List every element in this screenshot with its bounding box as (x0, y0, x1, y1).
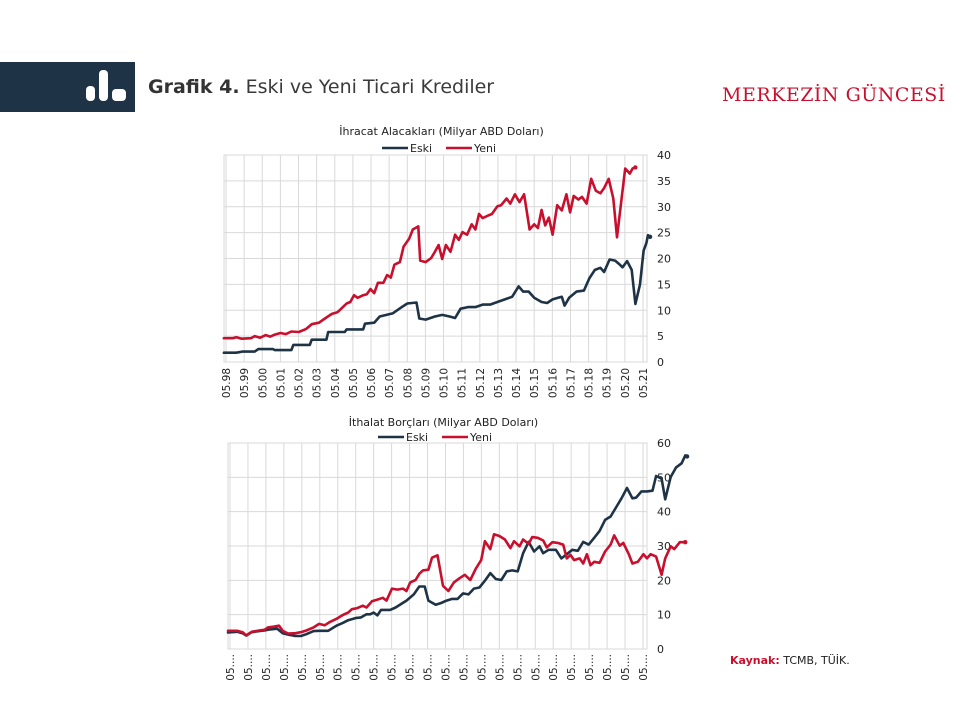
y-tick-label: 40 (657, 506, 671, 519)
chart-1: 0 5 10 15 20 25 30 35 40 05.98 05.99 05.00 05.01 05.0… (221, 125, 671, 398)
x-tick-label: 05.... (620, 654, 632, 681)
x-tick-label: 05.... (351, 654, 363, 681)
series-end-point (684, 454, 690, 459)
x-tick-label: 05.... (423, 654, 435, 681)
x-tick-label: 05.15 (529, 368, 541, 398)
x-tick-label: 05.06 (366, 368, 378, 398)
x-tick-label: 05.... (458, 654, 470, 681)
x-tick-label: 05.13 (493, 368, 505, 398)
y-tick-label: 10 (657, 304, 671, 317)
x-tick-label: 05.... (584, 654, 596, 681)
x-tick-label: 05.... (440, 654, 452, 681)
x-tick-label: 05.... (602, 654, 614, 681)
series-end-point (633, 165, 638, 170)
x-tick-label: 05.... (333, 654, 345, 681)
x-tick-label: 05.01 (275, 368, 287, 398)
x-tick-label: 05.... (548, 654, 560, 681)
x-tick-label: 05.10 (439, 368, 451, 398)
x-tick-label: 05.98 (221, 368, 233, 398)
source-note: Kaynak: TCMB, TÜİK. (730, 654, 850, 667)
x-tick-label: 05.20 (620, 368, 632, 398)
y-tick-label: 35 (657, 175, 671, 188)
source-value: TCMB, TÜİK. (783, 654, 850, 667)
x-tick-label: 05.... (476, 654, 488, 681)
legend-label-yeni: Yeni (469, 431, 492, 444)
x-tick-label: 05.14 (511, 368, 523, 398)
series-end-point (683, 540, 688, 545)
x-tick-label: 05.... (315, 654, 327, 681)
y-tick-label: 50 (657, 471, 671, 484)
y-tick-label: 30 (657, 540, 671, 553)
y-tick-label: 30 (657, 201, 671, 214)
x-tick-label: 05.... (279, 654, 291, 681)
x-tick-label: 05.... (225, 654, 237, 681)
x-tick-label: 05.17 (565, 368, 577, 398)
x-tick-label: 05.19 (602, 368, 614, 398)
figure-title: Eski ve Yeni Ticari Krediler (245, 76, 495, 98)
plot-frame (223, 154, 648, 363)
y-tick-label: 15 (657, 278, 671, 291)
x-tick-label: 05.... (405, 654, 417, 681)
x-tick-label: 05.... (297, 654, 309, 681)
x-tick-label: 05.... (261, 654, 273, 681)
brand-logo: MERKEZİN GÜNCESİ (722, 84, 946, 106)
bar-chart-icon (86, 70, 126, 101)
x-tick-label: 05.... (512, 654, 524, 681)
x-tick-label: 05.... (243, 654, 255, 681)
y-tick-label: 40 (657, 149, 671, 162)
x-tick-label: 05.12 (475, 368, 487, 398)
x-tick-label: 05.05 (348, 368, 360, 398)
legend-label-eski: Eski (406, 431, 428, 444)
series-line-eski (226, 454, 689, 638)
x-tick-label: 05.03 (312, 368, 324, 398)
y-tick-label: 60 (657, 437, 671, 450)
x-tick-label: 05.11 (457, 368, 469, 398)
x-tick-label: 05.02 (294, 368, 306, 398)
chart-title: İthalat Borçları (Milyar ABD Doları) (349, 416, 538, 429)
chart-2: 0 10 20 30 40 50 60 05.... 05.... 05.... 05.... 05.… (225, 416, 690, 681)
x-tick-label: 05.04 (330, 368, 342, 398)
series-line-yeni (222, 166, 637, 341)
x-tick-label: 05.... (566, 654, 578, 681)
x-tick-label: 05.... (387, 654, 399, 681)
x-tick-label: 05.16 (547, 368, 559, 398)
x-tick-label: 05.... (638, 654, 650, 681)
y-tick-label: 5 (657, 330, 664, 343)
plot-frame (227, 442, 648, 650)
y-tick-label: 20 (657, 253, 671, 266)
x-tick-label: 05.... (530, 654, 542, 681)
y-tick-label: 0 (657, 356, 664, 369)
x-tick-label: 05.... (369, 654, 381, 681)
x-tick-label: 05.00 (257, 368, 269, 398)
figure-number: Grafik 4. (148, 76, 240, 98)
x-tick-label: 05.99 (239, 368, 251, 398)
source-label: Kaynak: (730, 654, 780, 667)
x-tick-label: 05.... (494, 654, 506, 681)
page-title: Grafik 4. Eski ve Yeni Ticari Krediler (148, 76, 494, 98)
title-bar (0, 62, 135, 112)
y-tick-label: 20 (657, 574, 671, 587)
series-line-eski (222, 233, 652, 355)
x-tick-label: 05.08 (402, 368, 414, 398)
y-tick-label: 25 (657, 227, 671, 240)
series-end-point (647, 234, 653, 239)
x-tick-label: 05.07 (384, 368, 396, 398)
legend-label-yeni: Yeni (473, 142, 496, 155)
legend-label-eski: Eski (410, 142, 432, 155)
series-line-yeni (226, 532, 687, 637)
x-tick-label: 05.21 (638, 368, 650, 398)
x-tick-label: 05.18 (584, 368, 596, 398)
x-tick-label: 05.09 (420, 368, 432, 398)
y-tick-label: 10 (657, 609, 671, 622)
chart-title: İhracat Alacakları (Milyar ABD Doları) (339, 125, 544, 138)
y-tick-label: 0 (657, 643, 664, 656)
